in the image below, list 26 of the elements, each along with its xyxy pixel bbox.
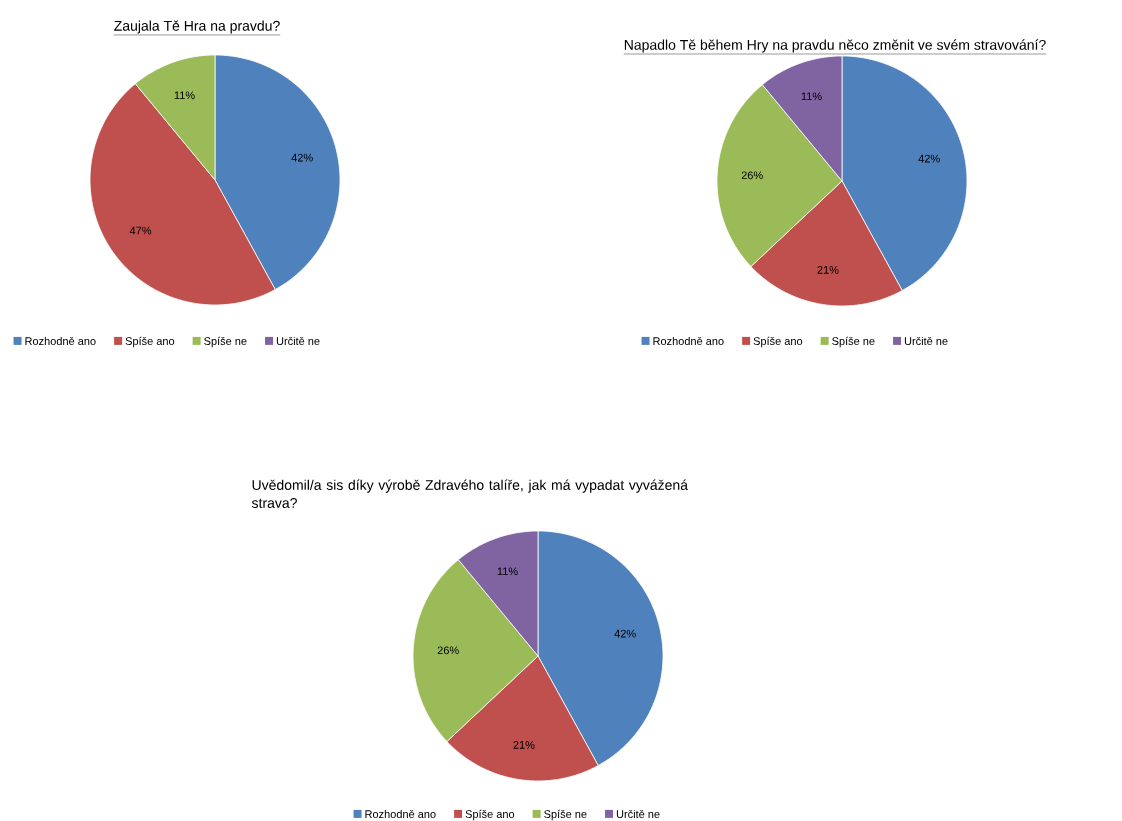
chart-title: Zaujala Tě Hra na pravdu? (114, 20, 280, 34)
data-label: 26% (741, 171, 763, 180)
legend-label: Spíše ne (204, 336, 247, 348)
legend-label: Spíše ano (465, 809, 515, 821)
data-label: 21% (817, 266, 839, 274)
data-label: 11% (174, 91, 195, 100)
data-label: 42% (291, 153, 313, 162)
legend-label: Určitě ne (616, 809, 660, 818)
legend-label: Spíše ano (753, 336, 803, 348)
data-label: 11% (497, 567, 518, 576)
legend-label: Určitě ne (904, 336, 948, 345)
data-label: 47% (129, 226, 152, 235)
data-label: 21% (513, 741, 535, 749)
data-label: 42% (614, 629, 636, 638)
chart-title: Napadlo Tě během Hry na pravdu něco změnit ve svém stravování? (624, 39, 1046, 53)
legend-label: Rozhodně ano (653, 336, 724, 345)
data-label: 42% (918, 154, 940, 163)
legend-label: Spíše ne (544, 809, 587, 821)
legend-label: Spíše ne (832, 336, 875, 348)
legend-label: Spíše ano (125, 336, 175, 348)
data-label: 26% (437, 646, 459, 655)
legend-label: Rozhodně ano (25, 336, 96, 345)
legend-label: Určitě ne (276, 336, 320, 345)
chart-title: Uvědomil/a sis díky výrobě Zdravého talíře, jak má vypadat vyvážená strava? (251, 479, 688, 508)
data-label: 11% (801, 92, 822, 101)
legend-label: Rozhodně ano (365, 809, 436, 818)
